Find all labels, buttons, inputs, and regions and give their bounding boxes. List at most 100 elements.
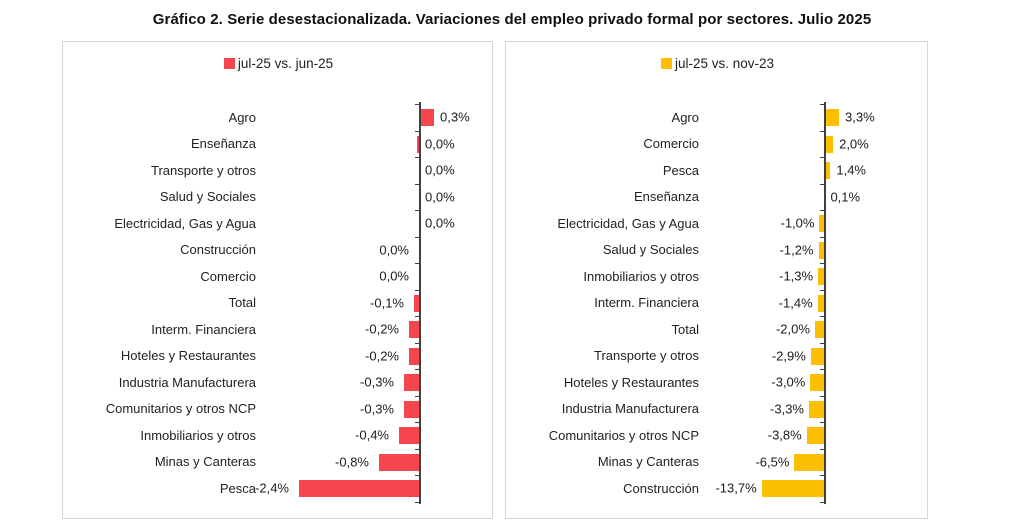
value-label: -0,3% (360, 401, 394, 417)
value-label: -1,2% (779, 242, 814, 258)
category-label: Industria Manufacturera (561, 401, 699, 417)
legend-right: jul-25 vs. nov-23 (508, 54, 927, 72)
bar-track: -2,9% (704, 343, 924, 370)
value-label: -0,2% (365, 348, 399, 364)
bar-track: -0,2% (261, 316, 492, 343)
axis-tick (820, 316, 824, 317)
value-label: -3,8% (767, 427, 802, 443)
chart-row: Hoteles y Restaurantes -3,0% (508, 369, 927, 396)
axis-tick (415, 104, 419, 105)
bar-chart-right: Agro 3,3% Comercio 2,0% Pesca 1,4% Enseñanza 0,… (508, 102, 927, 504)
bar (808, 400, 824, 418)
bar (404, 400, 419, 418)
bar-track: -0,1% (261, 290, 492, 317)
charts-container: jul-25 vs. jun-25 Agro 0,3% Enseñanza 0,0% T… (62, 41, 1024, 519)
axis-tick (415, 236, 419, 238)
value-label: -0,2% (365, 321, 399, 337)
legend-label: jul-25 vs. nov-23 (674, 55, 775, 71)
value-label: -0,3% (360, 374, 394, 390)
bar-track: 0,0% (261, 237, 492, 264)
axis-tick (415, 501, 419, 503)
bar-track: -2,4% (255, 475, 492, 502)
chart-row: Electricidad, Gas y Agua 0,0% (65, 210, 492, 237)
value-label: -0,1% (370, 295, 404, 311)
category-label: Comunitarios y otros NCP (548, 427, 699, 443)
bar-track: -0,3% (261, 369, 492, 396)
axis-tick (820, 422, 824, 423)
value-label: 1,4% (836, 162, 866, 178)
bar (299, 480, 419, 497)
category-label: Enseñanza (633, 189, 699, 205)
value-label: 0,0% (425, 215, 455, 231)
bar-track: 0,0% (261, 210, 492, 237)
value-label: -3,3% (770, 401, 804, 417)
bar-track: -1,0% (704, 210, 924, 237)
category-label: Comercio (643, 136, 699, 152)
axis-tick (820, 104, 824, 105)
bar-track: -6,5% (704, 449, 924, 476)
bar-track: 0,0% (261, 184, 492, 211)
chart-row: Salud y Sociales -1,2% (508, 237, 927, 264)
legend-left: jul-25 vs. jun-25 (65, 54, 492, 72)
axis-tick (415, 475, 419, 476)
bar (794, 453, 824, 471)
chart-row: Pesca 1,4% (508, 157, 927, 184)
axis-tick (415, 395, 419, 397)
axis-tick (820, 395, 824, 397)
chart-row: Comercio 0,0% (65, 263, 492, 290)
bar (414, 294, 419, 312)
chart-row: Industria Manufacturera -3,3% (508, 396, 927, 423)
value-label: -13,7% (715, 480, 757, 496)
category-label: Interm. Financiera (151, 321, 256, 337)
value-label: 0,0% (425, 189, 455, 205)
axis-tick (415, 448, 419, 450)
chart-row: Interm. Financiera -1,4% (508, 290, 927, 317)
category-label: Total (228, 295, 256, 311)
chart-row: Salud y Sociales 0,0% (65, 184, 492, 211)
bar-track: -0,8% (261, 449, 492, 476)
category-label: Industria Manufacturera (118, 374, 256, 390)
value-label: 0,0% (425, 136, 455, 152)
category-label: Construcción (180, 242, 256, 258)
axis-tick (820, 501, 824, 503)
bar-track: 1,4% (704, 157, 924, 184)
category-axis-line (419, 102, 421, 504)
chart-row: Agro 3,3% (508, 104, 927, 131)
bar (419, 109, 434, 126)
chart-row: Interm. Financiera -0,2% (65, 316, 492, 343)
chart-row: Construcción -13,7% (508, 475, 927, 502)
axis-tick (820, 157, 824, 158)
legend-label: jul-25 vs. jun-25 (237, 55, 334, 71)
category-label: Pesca (219, 480, 256, 496)
bar (399, 427, 419, 444)
chart-row: Agro 0,3% (65, 104, 492, 131)
chart-row: Total -0,1% (65, 290, 492, 317)
bar (824, 135, 834, 153)
value-label: -6,5% (755, 454, 790, 470)
category-label: Salud y Sociales (159, 189, 256, 205)
category-label: Inmobiliarios y otros (583, 268, 699, 284)
bar (814, 321, 824, 338)
axis-tick (820, 289, 824, 291)
value-label: -1,0% (780, 215, 815, 231)
bar-track: 0,0% (261, 131, 492, 158)
value-label: 0,0% (379, 242, 409, 258)
bar-chart-left: Agro 0,3% Enseñanza 0,0% Transporte y otros 0… (65, 102, 492, 504)
category-label: Inmobiliarios y otros (140, 427, 256, 443)
bar-track: 2,0% (704, 131, 924, 158)
chart-row: Comercio 2,0% (508, 131, 927, 158)
red-square-icon (223, 57, 235, 69)
bar-track: -1,3% (704, 263, 924, 290)
value-label: 3,3% (845, 109, 875, 125)
bar-track: -0,3% (261, 396, 492, 423)
category-label: Comercio (200, 268, 256, 284)
chart-row: Minas y Canteras -0,8% (65, 449, 492, 476)
bar-track: 0,1% (704, 184, 924, 211)
chart-row: Inmobiliarios y otros -0,4% (65, 422, 492, 449)
bar-track: 0,0% (261, 263, 492, 290)
category-label: Comunitarios y otros NCP (105, 401, 256, 417)
axis-tick (820, 263, 824, 264)
chart-row: Industria Manufacturera -0,3% (65, 369, 492, 396)
axis-tick (415, 369, 419, 370)
value-label: -0,4% (355, 427, 389, 443)
